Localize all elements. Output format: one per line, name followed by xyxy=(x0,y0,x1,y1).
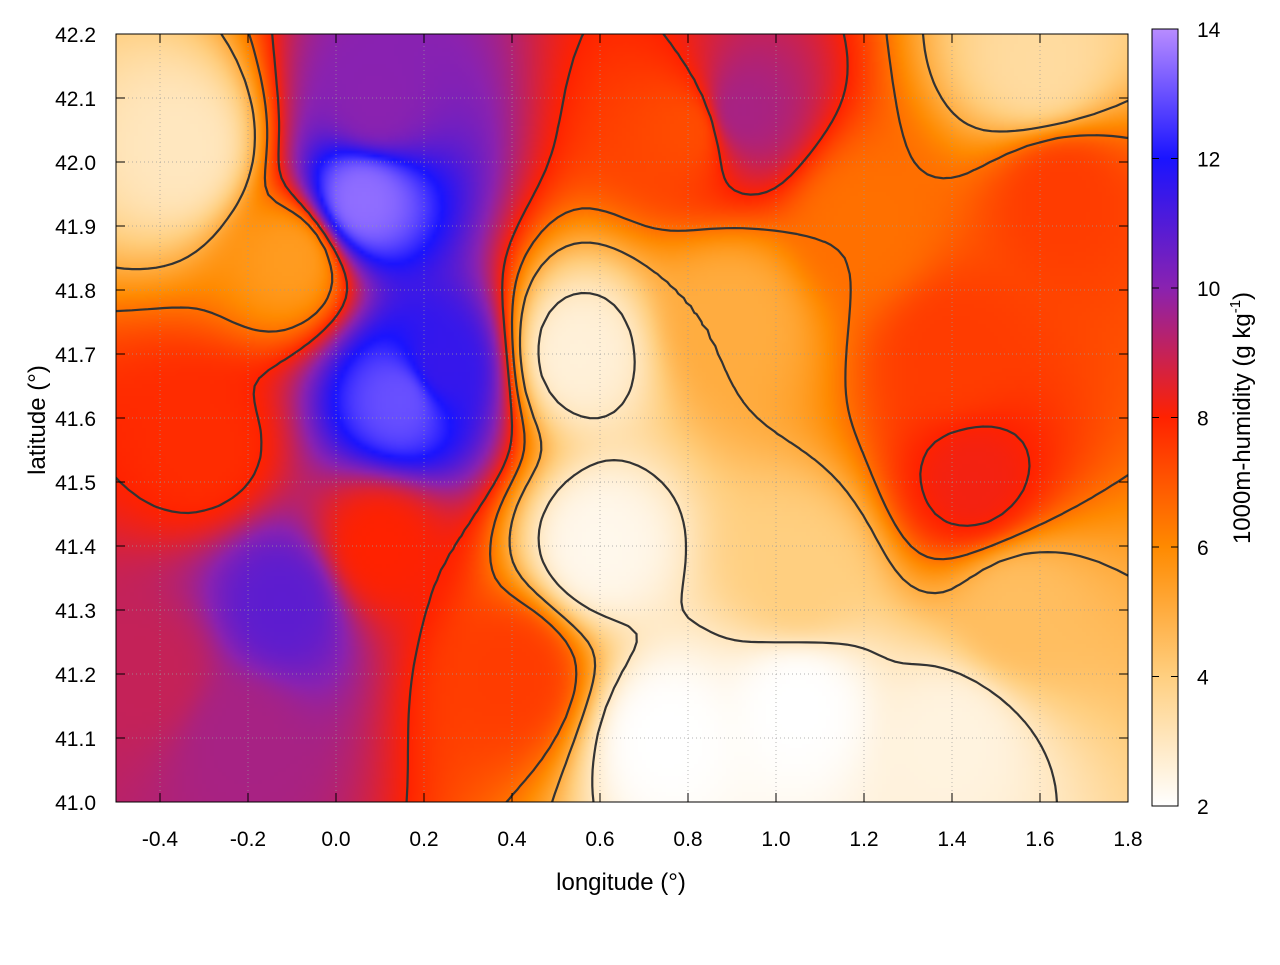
x-tick-label: 0.0 xyxy=(321,828,350,851)
contour-line xyxy=(116,34,1031,802)
colorbar-tick-label: 6 xyxy=(1197,537,1209,560)
contour-line xyxy=(116,34,1128,802)
y-tick-label: 41.9 xyxy=(55,216,96,239)
y-tick-label: 41.6 xyxy=(55,408,96,431)
colorbar-tick-label: 8 xyxy=(1197,408,1209,431)
y-tick-label: 41.4 xyxy=(55,536,96,559)
colorbar-ticks: 2 4 6 8 10 12 14 xyxy=(1152,19,1221,819)
y-axis-ticks: 41.0 41.1 41.2 41.3 41.4 41.5 41.6 41.7 41.8 41.9… xyxy=(55,24,1128,815)
y-tick-label: 41.2 xyxy=(55,664,96,687)
y-tick-label: 41.8 xyxy=(55,280,96,303)
contour-line xyxy=(537,291,1058,802)
x-tick-label: 0.2 xyxy=(409,828,438,851)
y-tick-label: 41.7 xyxy=(55,344,96,367)
colorbar-label-tail: ) xyxy=(1229,292,1256,300)
x-tick-label: 1.8 xyxy=(1113,828,1142,851)
y-tick-label: 42.2 xyxy=(55,24,96,47)
grid-lines xyxy=(116,34,1128,802)
colorbar-label-main: 1000m-humidity (g kg xyxy=(1229,313,1256,544)
x-tick-label: -0.2 xyxy=(230,828,266,851)
y-tick-label: 41.0 xyxy=(55,792,96,815)
contour-line xyxy=(116,34,1128,802)
colorbar-tick-label: 12 xyxy=(1197,149,1220,172)
colorbar-tick-label: 10 xyxy=(1197,278,1220,301)
y-axis-label: latitude (°) xyxy=(24,365,51,475)
x-tick-label: 1.4 xyxy=(937,828,967,851)
y-tick-label: 41.3 xyxy=(55,600,96,623)
y-tick-label: 41.1 xyxy=(55,728,96,751)
y-tick-label: 42.0 xyxy=(55,152,96,175)
colorbar-label: 1000m-humidity (g kg-1) xyxy=(1227,292,1256,544)
x-axis-label: longitude (°) xyxy=(556,869,686,896)
y-tick-label: 42.1 xyxy=(55,88,96,111)
x-tick-label: 0.8 xyxy=(673,828,702,851)
colorbar-label-superscript: -1 xyxy=(1227,300,1244,313)
contour-lines xyxy=(116,34,1128,802)
y-tick-label: 41.5 xyxy=(55,472,96,495)
x-tick-label: 1.6 xyxy=(1025,828,1054,851)
x-tick-label: 0.6 xyxy=(585,828,614,851)
x-tick-label: 0.4 xyxy=(497,828,527,851)
plot-area xyxy=(116,34,1128,802)
x-tick-label: -0.4 xyxy=(142,828,179,851)
colorbar-tick-label: 4 xyxy=(1197,667,1209,690)
x-tick-label: 1.2 xyxy=(849,828,878,851)
colorbar-tick-label: 14 xyxy=(1197,19,1221,42)
x-tick-label: 1.0 xyxy=(761,828,790,851)
colorbar-tick-label: 2 xyxy=(1197,796,1209,819)
x-axis-ticks: -0.4 -0.2 0.0 0.2 0.4 0.6 0.8 1.0 1.2 1.4 1.6 1.8 xyxy=(142,34,1143,851)
